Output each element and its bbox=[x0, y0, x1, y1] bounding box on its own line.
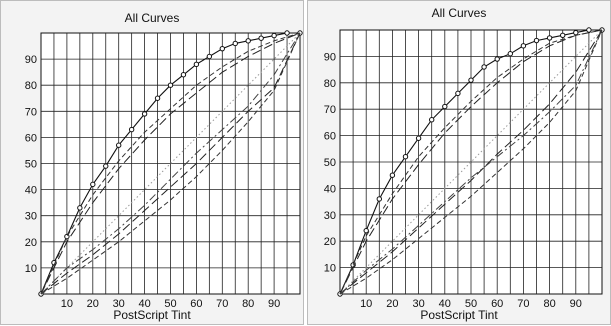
series-marker bbox=[481, 64, 487, 70]
x-tick-label: 10 bbox=[61, 298, 73, 310]
y-tick-label: 70 bbox=[25, 106, 37, 118]
series-marker bbox=[560, 32, 566, 38]
x-tick-label: 50 bbox=[164, 298, 176, 310]
series-marker bbox=[206, 53, 213, 60]
x-tick-label: 50 bbox=[465, 298, 477, 310]
series-marker bbox=[546, 35, 553, 41]
series-line-7 bbox=[339, 29, 603, 295]
series-marker bbox=[389, 172, 396, 178]
series-marker bbox=[154, 95, 161, 101]
series-marker bbox=[507, 51, 514, 57]
y-tick-label: 80 bbox=[25, 80, 37, 92]
series-marker bbox=[573, 29, 579, 36]
series-marker bbox=[415, 135, 422, 141]
series-marker bbox=[141, 111, 148, 117]
series-marker bbox=[284, 30, 290, 36]
x-tick-label: 80 bbox=[543, 298, 555, 310]
chart-title: All Curves bbox=[124, 11, 180, 25]
x-tick-label: 30 bbox=[412, 298, 424, 310]
series-marker bbox=[103, 163, 109, 169]
x-tick-label: 80 bbox=[242, 298, 254, 310]
x-tick-label: 60 bbox=[190, 298, 202, 310]
y-tick-label: 20 bbox=[324, 236, 336, 248]
series-marker bbox=[376, 196, 383, 202]
chart-panel-left: All Curves 10 20 30 40 50 60 70 80 90 10 20 30 40 50 6… bbox=[0, 0, 304, 325]
series-marker bbox=[180, 72, 187, 78]
y-tick-label: 40 bbox=[25, 185, 37, 197]
series-marker bbox=[77, 205, 83, 211]
y-tick-label: 20 bbox=[25, 237, 37, 249]
series-line-3 bbox=[339, 29, 603, 295]
y-tick-label: 10 bbox=[324, 263, 336, 275]
series-marker bbox=[455, 90, 461, 97]
x-tick-label: 20 bbox=[87, 298, 99, 310]
series-line-2 bbox=[40, 32, 301, 295]
x-axis-label: PostScript Tint bbox=[420, 308, 498, 322]
series-line-2 bbox=[339, 29, 603, 295]
x-tick-label: 60 bbox=[491, 298, 503, 310]
series-marker bbox=[586, 27, 592, 33]
x-tick-label: 10 bbox=[360, 298, 372, 310]
x-tick-label: 70 bbox=[517, 298, 529, 310]
series-marker bbox=[468, 77, 474, 83]
series-marker bbox=[232, 40, 238, 47]
series-line-6 bbox=[339, 29, 603, 295]
y-tick-label: 80 bbox=[324, 78, 336, 90]
series-line-5 bbox=[339, 29, 603, 295]
y-tick-label: 70 bbox=[324, 104, 336, 116]
chart-panel-right: All Curves 10 20 30 40 50 60 70 80 90 10 20 30 40 50 6… bbox=[307, 0, 611, 325]
series-marker bbox=[245, 38, 251, 44]
series-line-3 bbox=[40, 32, 301, 295]
series-line-6 bbox=[40, 32, 301, 295]
x-tick-label: 40 bbox=[138, 298, 150, 310]
y-tick-label: 40 bbox=[324, 183, 336, 195]
series-line-4 bbox=[40, 32, 301, 295]
series-marker bbox=[494, 56, 500, 62]
series-marker bbox=[116, 142, 122, 148]
y-tick-label: 50 bbox=[324, 157, 336, 169]
y-tick-label: 10 bbox=[25, 263, 37, 275]
chart-plot: 10 20 30 40 50 60 70 80 90 10 20 30 40 50 60 70 80 90 bbox=[25, 30, 303, 310]
y-tick-label: 30 bbox=[324, 210, 336, 222]
series-marker bbox=[520, 43, 527, 49]
x-tick-label: 30 bbox=[113, 298, 125, 310]
y-tick-label: 90 bbox=[25, 54, 37, 66]
x-axis-label: PostScript Tint bbox=[113, 308, 191, 322]
series-marker bbox=[193, 61, 200, 68]
series-marker bbox=[90, 181, 96, 188]
x-tick-label: 90 bbox=[570, 298, 582, 310]
series-marker bbox=[533, 37, 540, 44]
y-tick-label: 60 bbox=[25, 132, 37, 144]
series-marker bbox=[402, 154, 409, 160]
x-tick-label: 40 bbox=[439, 298, 451, 310]
series-marker bbox=[429, 117, 435, 123]
series-marker bbox=[219, 45, 226, 52]
series-line-5 bbox=[40, 32, 301, 295]
series-marker bbox=[442, 103, 448, 110]
chart-plot: 10 20 30 40 50 60 70 80 90 10 20 30 40 50 60 70 80 90 bbox=[324, 27, 605, 310]
series-line-7 bbox=[40, 32, 301, 295]
chart-title: All Curves bbox=[431, 6, 487, 20]
y-tick-label: 90 bbox=[324, 51, 336, 63]
y-tick-label: 60 bbox=[324, 131, 336, 143]
series-marker bbox=[128, 126, 135, 133]
series-marker bbox=[167, 82, 174, 88]
series-marker bbox=[363, 227, 369, 234]
series-marker bbox=[271, 32, 277, 39]
x-tick-label: 20 bbox=[386, 298, 398, 310]
y-tick-label: 50 bbox=[25, 159, 37, 171]
x-tick-label: 90 bbox=[268, 298, 280, 310]
x-tick-label: 70 bbox=[216, 298, 228, 310]
series-marker bbox=[258, 35, 264, 41]
y-tick-label: 30 bbox=[25, 211, 37, 223]
